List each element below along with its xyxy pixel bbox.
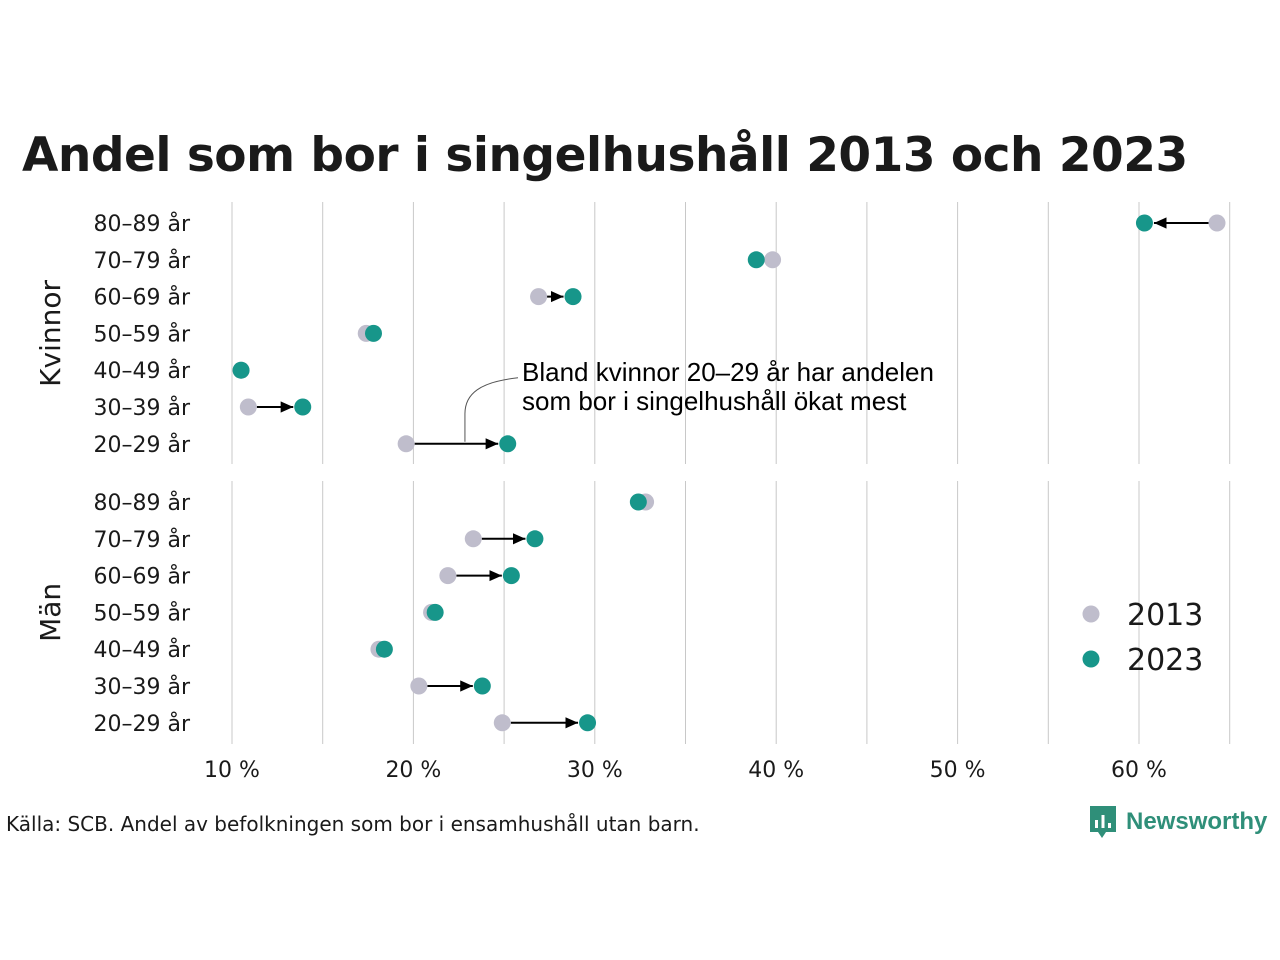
arrow-marks <box>256 217 1209 729</box>
category-label: 60–69 år <box>93 564 190 590</box>
point-2023 <box>294 398 312 416</box>
source-note: Källa: SCB. Andel av befolkningen som bo… <box>6 812 700 836</box>
point-2013 <box>764 251 782 269</box>
x-tick-label: 20 % <box>385 758 441 783</box>
point-2023 <box>526 530 544 548</box>
point-2023 <box>579 714 597 732</box>
legend-swatch-2013 <box>1082 605 1100 623</box>
category-label: 20–29 år <box>93 711 190 737</box>
annotation-connector <box>464 377 519 442</box>
point-2013 <box>493 714 511 732</box>
x-tick-label: 40 % <box>748 758 804 783</box>
x-tick-label: 30 % <box>567 758 623 783</box>
point-2013 <box>410 677 428 695</box>
point-2013 <box>1208 214 1226 232</box>
category-label: 70–79 år <box>93 527 190 553</box>
category-label: 50–59 år <box>93 321 190 347</box>
category-label: 30–39 år <box>93 674 190 700</box>
point-2023 <box>473 677 491 695</box>
axis-labels: 10 % 20 % 30 % 40 % 50 % 60 % Kvinnor 80–89 år 7… <box>34 211 1167 783</box>
point-2013 <box>464 530 482 548</box>
point-2013 <box>439 567 457 585</box>
category-label: 60–69 år <box>93 285 190 311</box>
point-2023 <box>426 603 444 621</box>
panel-label-1: Män <box>34 583 67 642</box>
point-2023 <box>747 251 765 269</box>
legend-swatch-2023 <box>1082 650 1100 668</box>
point-2013 <box>530 288 548 306</box>
point-2023 <box>502 567 520 585</box>
point-2013 <box>239 398 257 416</box>
legend-label-2013: 2013 <box>1127 598 1203 633</box>
point-2023 <box>232 361 250 379</box>
category-label: 80–89 år <box>93 211 190 237</box>
legend: 2013 2023 <box>1082 598 1203 678</box>
point-2023 <box>564 288 582 306</box>
x-tick-label: 60 % <box>1111 758 1167 783</box>
point-2023 <box>1135 214 1153 232</box>
x-tick-label: 50 % <box>930 758 986 783</box>
annotation-text-line: Bland kvinnor 20–29 år har andelen <box>522 357 934 387</box>
category-label: 70–79 år <box>93 248 190 274</box>
grid-lines <box>231 202 1231 744</box>
chart-title: Andel som bor i singelhushåll 2013 och 2… <box>22 128 1188 183</box>
point-2023 <box>364 324 382 342</box>
point-2013 <box>397 435 415 453</box>
data-points <box>232 214 1226 732</box>
point-2023 <box>629 493 647 511</box>
logo-text: Newsworthy <box>1126 808 1268 835</box>
category-label: 30–39 år <box>93 395 190 421</box>
newsworthy-logo-icon <box>1090 806 1116 838</box>
panel-label-0: Kvinnor <box>34 279 67 386</box>
point-2023 <box>375 640 393 658</box>
category-label: 40–49 år <box>93 637 190 663</box>
category-label: 40–49 år <box>93 358 190 384</box>
annotation-text-line: som bor i singelhushåll ökat mest <box>522 386 907 416</box>
point-2023 <box>499 435 517 453</box>
category-label: 50–59 år <box>93 600 190 626</box>
x-tick-label: 10 % <box>204 758 260 783</box>
legend-label-2023: 2023 <box>1127 643 1203 678</box>
category-label: 20–29 år <box>93 432 190 458</box>
newsworthy-logo: Newsworthy <box>1088 804 1267 840</box>
category-label: 80–89 år <box>93 490 190 516</box>
